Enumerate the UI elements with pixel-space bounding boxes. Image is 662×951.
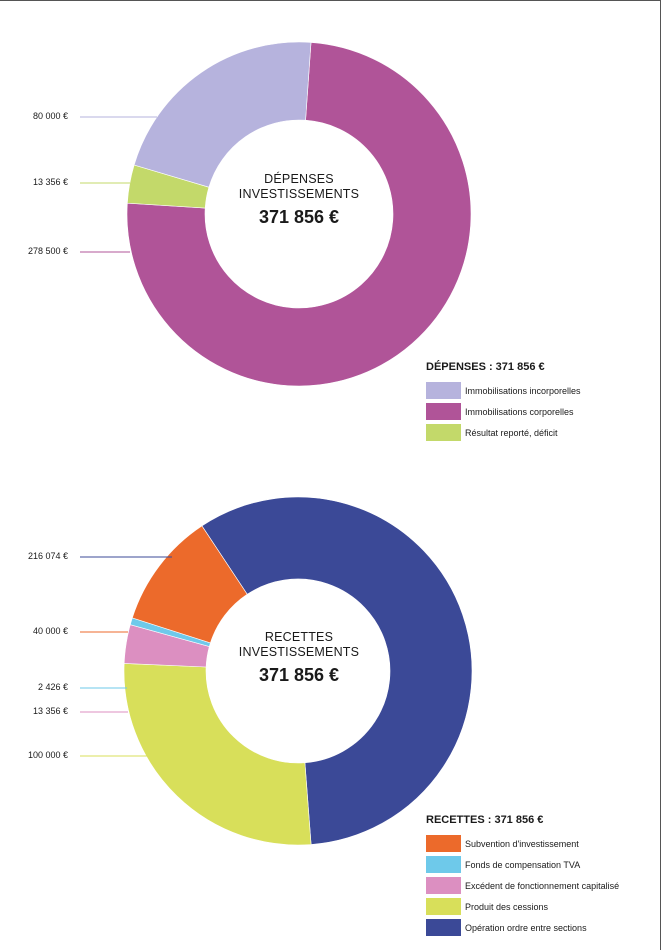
legend-label: Produit des cessions (465, 901, 549, 912)
value-label-produit-cessions: 100 000 € (27, 750, 68, 760)
legend-item-fctva: Fonds de compensation TVA (426, 854, 619, 875)
legend-title: DÉPENSES : 371 856 € (426, 361, 545, 373)
donut-slice-immobilisations-corporelles (126, 42, 472, 387)
legend-label: Fonds de compensation TVA (465, 859, 581, 870)
legend-title: RECETTES : 371 856 € (426, 814, 544, 826)
center-title-line: DÉPENSES (264, 172, 334, 186)
legend-item-subvention: Subvention d'investissement (426, 833, 619, 854)
legend-item-produit-cessions: Produit des cessions (426, 896, 619, 917)
depenses-center: DÉPENSES INVESTISSEMENTS 371 856 € (199, 172, 399, 228)
legend-item-immobilisations-incorporelles: Immobilisations incorporelles (426, 380, 581, 401)
legend-label: Immobilisations corporelles (465, 406, 574, 417)
legend-swatch (426, 424, 461, 441)
legend-label: Immobilisations incorporelles (465, 385, 581, 396)
value-label-immobilisations-incorporelles: 80 000 € (32, 111, 68, 121)
legend-item-excedent: Excédent de fonctionnement capitalisé (426, 875, 619, 896)
legend-swatch (426, 877, 461, 894)
legend-swatch (426, 382, 461, 399)
legend-label: Subvention d'investissement (465, 838, 579, 849)
legend-label: Excédent de fonctionnement capitalisé (465, 880, 620, 891)
legend-label: Opération ordre entre sections (465, 922, 587, 933)
depenses-legend: DÉPENSES : 371 856 € Immobilisations inc… (426, 361, 581, 443)
recettes-center-title: RECETTES INVESTISSEMENTS (199, 630, 399, 660)
legend-item-resultat-reporte: Résultat reporté, déficit (426, 422, 581, 443)
donut-slice-operation-ordre (201, 496, 473, 845)
depenses-center-total: 371 856 € (258, 207, 340, 227)
donut-slice-produit-cessions (123, 663, 312, 846)
recettes-center-total: 371 856 € (258, 665, 340, 685)
center-title-line: RECETTES (264, 630, 334, 644)
legend-swatch (426, 403, 461, 420)
legend-swatch (426, 898, 461, 915)
center-title-line: INVESTISSEMENTS (238, 187, 360, 201)
value-label-immobilisations-corporelles: 278 500 € (27, 246, 68, 256)
value-label-subvention: 40 000 € (32, 626, 68, 636)
legend-swatch (426, 919, 461, 936)
legend-item-operation-ordre: Opération ordre entre sections (426, 917, 619, 938)
recettes-center: RECETTES INVESTISSEMENTS 371 856 € (199, 630, 399, 686)
legend-swatch (426, 835, 461, 852)
legend-label: Résultat reporté, déficit (465, 427, 558, 438)
legend-item-immobilisations-corporelles: Immobilisations corporelles (426, 401, 581, 422)
value-label-operation-ordre: 216 074 € (27, 551, 68, 561)
center-title-line: INVESTISSEMENTS (238, 645, 360, 659)
recettes-legend: RECETTES : 371 856 € Subvention d'invest… (426, 814, 619, 938)
value-label-fctva: 2 426 € (37, 682, 68, 692)
value-label-resultat-reporte: 13 356 € (32, 177, 68, 187)
depenses-center-title: DÉPENSES INVESTISSEMENTS (199, 172, 399, 202)
value-label-excedent: 13 356 € (32, 706, 68, 716)
donut-slice-subvention (131, 525, 248, 644)
donut-slice-immobilisations-incorporelles (133, 41, 312, 188)
legend-swatch (426, 856, 461, 873)
